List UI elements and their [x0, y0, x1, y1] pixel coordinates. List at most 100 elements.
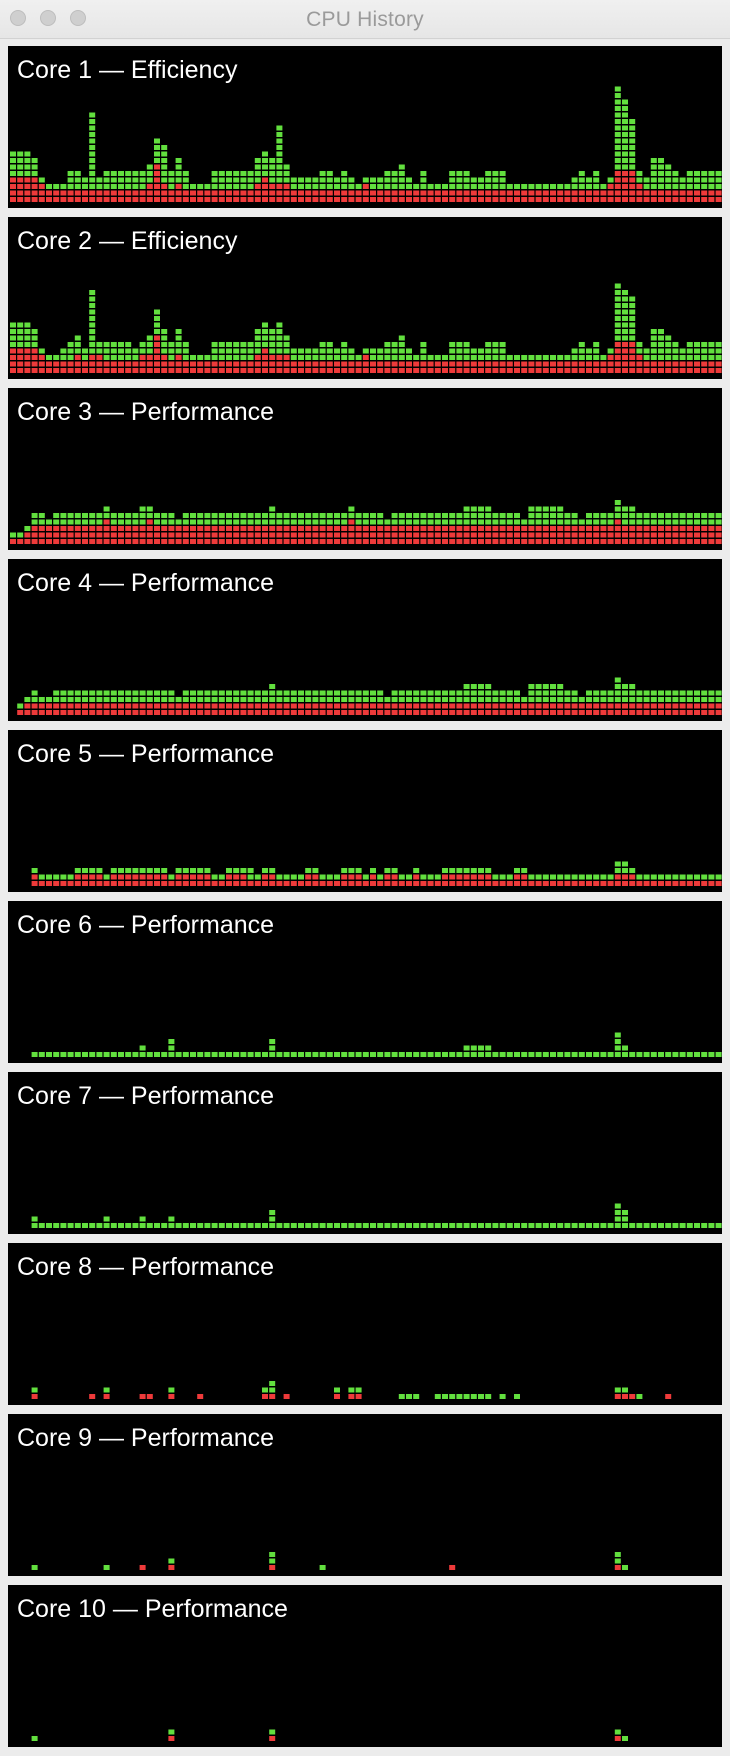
user-load-cell: [355, 697, 362, 702]
user-load-cell: [67, 177, 74, 183]
system-load-cell: [182, 361, 189, 367]
system-load-cell: [492, 361, 499, 367]
user-load-cell: [283, 1223, 290, 1228]
system-load-cell: [470, 710, 477, 715]
system-load-cell: [665, 361, 672, 367]
system-load-cell: [492, 526, 499, 531]
system-load-cell: [571, 710, 578, 715]
minimize-button[interactable]: [40, 10, 56, 26]
user-load-cell: [276, 164, 283, 170]
user-load-cell: [218, 519, 225, 525]
user-load-cell: [74, 177, 81, 183]
system-load-cell: [276, 703, 283, 709]
user-load-cell: [463, 177, 470, 183]
system-load-cell: [154, 184, 160, 189]
user-load-cell: [643, 177, 650, 183]
system-load-cell: [190, 881, 196, 886]
user-load-cell: [38, 519, 45, 525]
system-load-cell: [578, 197, 585, 202]
system-load-cell: [427, 532, 434, 538]
core-panels: Core 1 — Efficiency Core 2 — Efficiency Co…: [8, 46, 722, 1756]
system-load-cell: [341, 881, 348, 886]
user-load-cell: [622, 322, 628, 328]
user-load-cell: [341, 690, 348, 696]
system-load-cell: [319, 539, 326, 544]
system-load-cell: [593, 710, 600, 715]
system-load-cell: [672, 368, 679, 373]
system-load-cell: [341, 368, 348, 373]
user-load-cell: [38, 874, 45, 880]
user-load-cell: [305, 1052, 312, 1057]
user-load-cell: [154, 513, 160, 518]
system-load-cell: [132, 197, 139, 202]
system-load-cell: [348, 197, 355, 202]
system-load-cell: [240, 710, 247, 715]
user-load-cell: [254, 177, 261, 183]
system-load-cell: [614, 177, 621, 183]
user-load-cell: [629, 684, 636, 689]
system-load-cell: [233, 881, 240, 886]
system-load-cell: [197, 197, 204, 202]
user-load-cell: [478, 1052, 484, 1057]
system-load-cell: [636, 532, 643, 538]
system-load-cell: [593, 368, 600, 373]
user-load-cell: [254, 348, 261, 354]
user-load-cell: [679, 1223, 686, 1228]
system-load-cell: [614, 368, 621, 373]
user-load-cell: [190, 697, 196, 702]
system-load-cell: [658, 526, 664, 531]
system-load-cell: [190, 703, 196, 709]
system-load-cell: [103, 361, 110, 367]
user-load-cell: [211, 697, 218, 702]
system-load-cell: [665, 197, 672, 202]
user-load-cell: [305, 868, 312, 873]
user-load-cell: [226, 184, 232, 189]
user-load-cell: [629, 151, 636, 157]
system-load-cell: [362, 881, 369, 886]
user-load-cell: [607, 513, 614, 518]
user-load-cell: [629, 303, 636, 308]
system-load-cell: [341, 190, 348, 196]
user-load-cell: [182, 342, 189, 347]
user-load-cell: [233, 513, 240, 518]
zoom-button[interactable]: [70, 10, 86, 26]
system-load-cell: [564, 368, 571, 373]
system-load-cell: [31, 532, 38, 538]
user-load-cell: [60, 690, 67, 696]
user-load-cell: [269, 513, 276, 518]
system-load-cell: [103, 539, 110, 544]
system-load-cell: [370, 532, 376, 538]
system-load-cell: [643, 526, 650, 531]
system-load-cell: [154, 874, 160, 880]
user-load-cell: [442, 513, 448, 518]
system-load-cell: [132, 532, 139, 538]
system-load-cell: [463, 197, 470, 202]
user-load-cell: [578, 697, 585, 702]
system-load-cell: [247, 710, 254, 715]
user-load-cell: [622, 1565, 628, 1570]
system-load-cell: [168, 710, 175, 715]
system-load-cell: [578, 361, 585, 367]
system-load-cell: [658, 368, 664, 373]
user-load-cell: [17, 342, 24, 347]
system-load-cell: [17, 197, 24, 202]
user-load-cell: [463, 1052, 470, 1057]
close-button[interactable]: [10, 10, 26, 26]
system-load-cell: [600, 190, 607, 196]
user-load-cell: [650, 513, 657, 518]
system-load-cell: [571, 532, 578, 538]
system-load-cell: [233, 368, 240, 373]
user-load-cell: [211, 355, 218, 360]
user-load-cell: [146, 342, 153, 347]
user-load-cell: [542, 684, 549, 689]
system-load-cell: [384, 710, 391, 715]
system-load-cell: [31, 177, 38, 183]
user-load-cell: [168, 1045, 175, 1051]
user-load-cell: [103, 513, 110, 518]
system-load-cell: [391, 539, 398, 544]
user-load-cell: [276, 697, 283, 702]
user-load-cell: [514, 1394, 520, 1399]
user-load-cell: [110, 697, 117, 702]
user-load-cell: [614, 861, 621, 867]
system-load-cell: [190, 368, 196, 373]
